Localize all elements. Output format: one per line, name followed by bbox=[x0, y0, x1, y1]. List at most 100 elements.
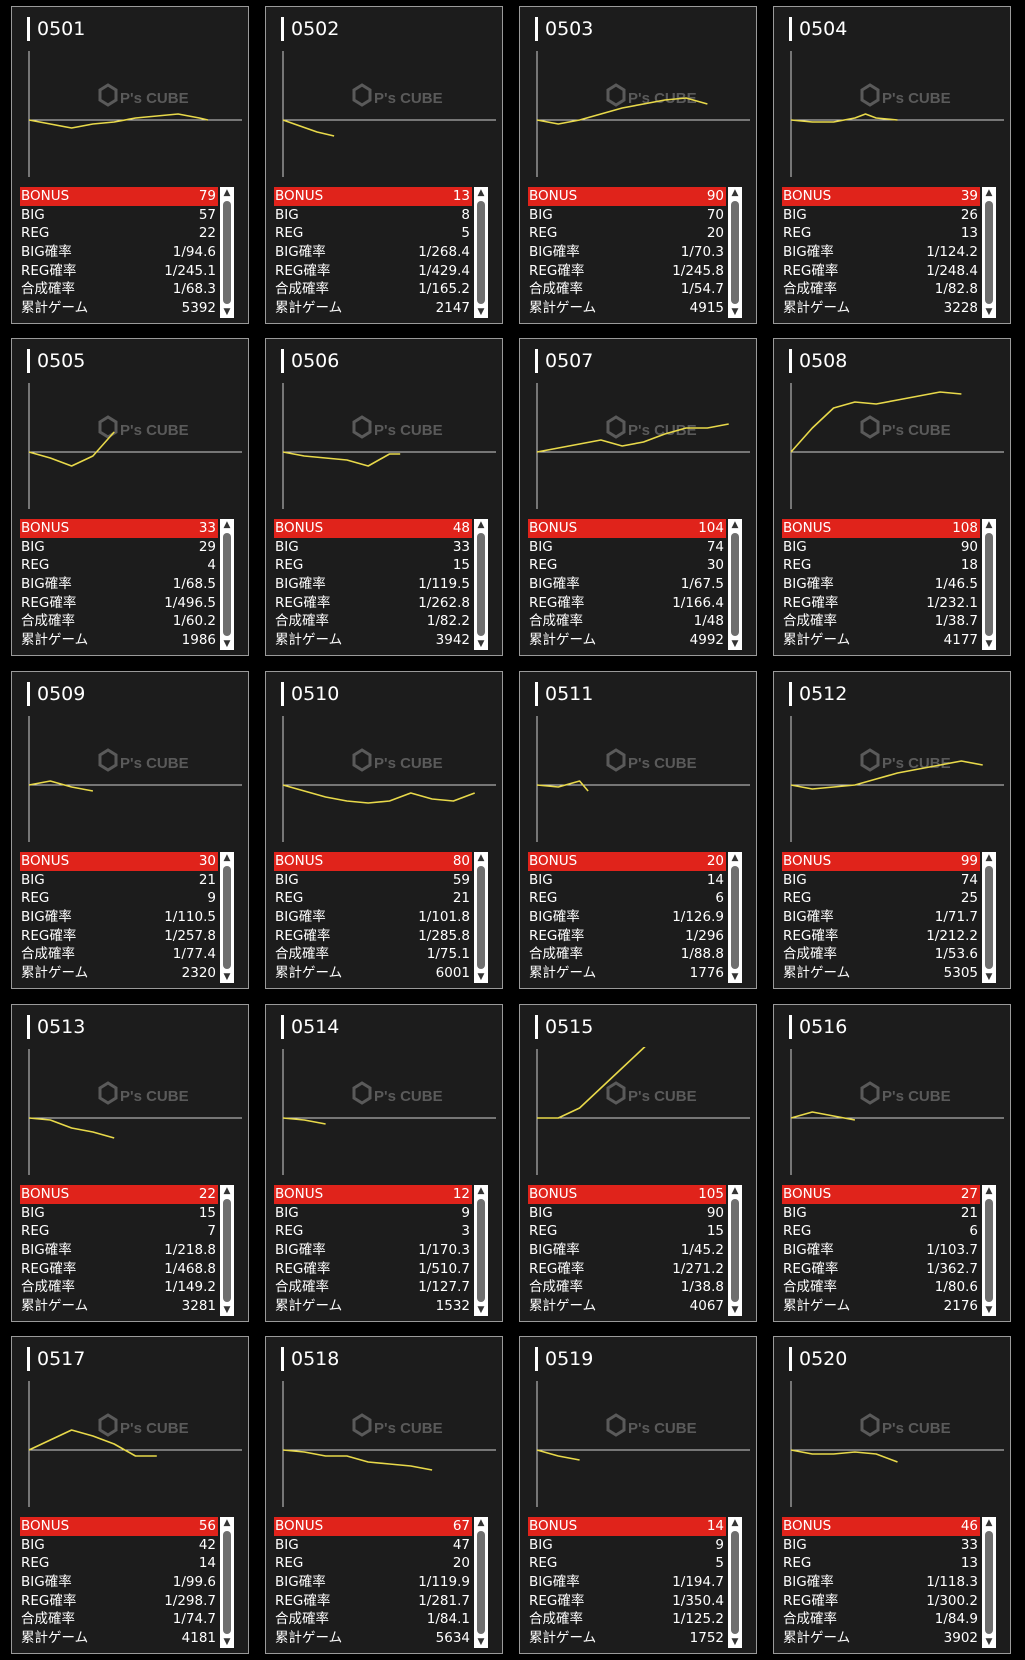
machine-card[interactable]: 0520 P's CUBE BONUS 46 BIG 33 REG 13 BIG確率 1/118.… bbox=[773, 1336, 1011, 1654]
triangle-up-icon[interactable]: ▲ bbox=[477, 1518, 485, 1528]
machine-card[interactable]: 0518 P's CUBE BONUS 67 BIG 47 REG 20 BIG確率 1/119.… bbox=[265, 1336, 503, 1654]
triangle-down-icon[interactable]: ▼ bbox=[985, 1637, 993, 1647]
triangle-down-icon[interactable]: ▼ bbox=[985, 1305, 993, 1315]
scroll-thumb[interactable] bbox=[477, 1531, 485, 1634]
scroll-thumb[interactable] bbox=[477, 201, 485, 304]
stats-scrollbar[interactable]: ▲ ▼ bbox=[220, 187, 234, 318]
machine-card[interactable]: 0511 P's CUBE BONUS 20 BIG 14 REG 6 BIG確率 1/126.9… bbox=[519, 671, 757, 989]
triangle-up-icon[interactable]: ▲ bbox=[477, 1186, 485, 1196]
triangle-up-icon[interactable]: ▲ bbox=[985, 520, 993, 530]
triangle-up-icon[interactable]: ▲ bbox=[477, 520, 485, 530]
machine-card[interactable]: 0513 P's CUBE BONUS 22 BIG 15 REG 7 BIG確率 1/218.8… bbox=[11, 1004, 249, 1322]
stats-scrollbar[interactable]: ▲ ▼ bbox=[728, 1185, 742, 1316]
triangle-up-icon[interactable]: ▲ bbox=[477, 188, 485, 198]
scroll-thumb[interactable] bbox=[477, 533, 485, 636]
scroll-thumb[interactable] bbox=[477, 866, 485, 969]
stats-scrollbar[interactable]: ▲ ▼ bbox=[474, 1185, 488, 1316]
triangle-down-icon[interactable]: ▼ bbox=[477, 972, 485, 982]
triangle-down-icon[interactable]: ▼ bbox=[223, 307, 231, 317]
scroll-thumb[interactable] bbox=[985, 1199, 993, 1302]
stats-scrollbar[interactable]: ▲ ▼ bbox=[474, 519, 488, 650]
scroll-thumb[interactable] bbox=[731, 866, 739, 969]
scroll-thumb[interactable] bbox=[985, 201, 993, 304]
machine-card[interactable]: 0515 P's CUBE BONUS 105 BIG 90 REG 15 BIG確率 1/45.… bbox=[519, 1004, 757, 1322]
triangle-down-icon[interactable]: ▼ bbox=[477, 307, 485, 317]
machine-card[interactable]: 0508 P's CUBE BONUS 108 BIG 90 REG 18 BIG確率 1/46.… bbox=[773, 338, 1011, 656]
scroll-thumb[interactable] bbox=[985, 1531, 993, 1634]
stats-scrollbar[interactable]: ▲ ▼ bbox=[982, 187, 996, 318]
machine-card[interactable]: 0507 P's CUBE BONUS 104 BIG 74 REG 30 BIG確率 1/67.… bbox=[519, 338, 757, 656]
machine-card[interactable]: 0503 P's CUBE BONUS 90 BIG 70 REG 20 BIG確率 1/70.3… bbox=[519, 6, 757, 324]
triangle-down-icon[interactable]: ▼ bbox=[731, 972, 739, 982]
stats-scrollbar[interactable]: ▲ ▼ bbox=[728, 187, 742, 318]
triangle-up-icon[interactable]: ▲ bbox=[985, 188, 993, 198]
machine-card[interactable]: 0516 P's CUBE BONUS 27 BIG 21 REG 6 BIG確率 1/103.7… bbox=[773, 1004, 1011, 1322]
scroll-thumb[interactable] bbox=[223, 1531, 231, 1634]
machine-card[interactable]: 0505 P's CUBE BONUS 33 BIG 29 REG 4 BIG確率 1/68.5 R… bbox=[11, 338, 249, 656]
stats-scrollbar[interactable]: ▲ ▼ bbox=[220, 852, 234, 983]
triangle-down-icon[interactable]: ▼ bbox=[477, 639, 485, 649]
triangle-down-icon[interactable]: ▼ bbox=[223, 972, 231, 982]
stats-scrollbar[interactable]: ▲ ▼ bbox=[728, 1517, 742, 1648]
triangle-up-icon[interactable]: ▲ bbox=[985, 1518, 993, 1528]
scroll-thumb[interactable] bbox=[985, 866, 993, 969]
scroll-thumb[interactable] bbox=[731, 533, 739, 636]
scroll-thumb[interactable] bbox=[223, 201, 231, 304]
machine-card[interactable]: 0506 P's CUBE BONUS 48 BIG 33 REG 15 BIG確率 1/119.… bbox=[265, 338, 503, 656]
triangle-down-icon[interactable]: ▼ bbox=[731, 307, 739, 317]
scroll-thumb[interactable] bbox=[223, 1199, 231, 1302]
machine-card[interactable]: 0514 P's CUBE BONUS 12 BIG 9 REG 3 BIG確率 1/170.3 R… bbox=[265, 1004, 503, 1322]
machine-card[interactable]: 0501 P's CUBE BONUS 79 BIG 57 REG 22 BIG確率 1/94.6… bbox=[11, 6, 249, 324]
scroll-thumb[interactable] bbox=[223, 866, 231, 969]
triangle-up-icon[interactable]: ▲ bbox=[985, 1186, 993, 1196]
triangle-down-icon[interactable]: ▼ bbox=[477, 1637, 485, 1647]
stats-scrollbar[interactable]: ▲ ▼ bbox=[474, 187, 488, 318]
triangle-up-icon[interactable]: ▲ bbox=[223, 1186, 231, 1196]
scroll-thumb[interactable] bbox=[985, 533, 993, 636]
stats-scrollbar[interactable]: ▲ ▼ bbox=[728, 852, 742, 983]
scroll-thumb[interactable] bbox=[223, 533, 231, 636]
triangle-up-icon[interactable]: ▲ bbox=[477, 853, 485, 863]
stats-scrollbar[interactable]: ▲ ▼ bbox=[982, 519, 996, 650]
triangle-up-icon[interactable]: ▲ bbox=[731, 1518, 739, 1528]
triangle-down-icon[interactable]: ▼ bbox=[731, 639, 739, 649]
triangle-down-icon[interactable]: ▼ bbox=[223, 639, 231, 649]
stats-scrollbar[interactable]: ▲ ▼ bbox=[220, 1517, 234, 1648]
triangle-down-icon[interactable]: ▼ bbox=[223, 1305, 231, 1315]
scroll-thumb[interactable] bbox=[731, 1199, 739, 1302]
triangle-up-icon[interactable]: ▲ bbox=[223, 1518, 231, 1528]
stats-scrollbar[interactable]: ▲ ▼ bbox=[474, 852, 488, 983]
stats-scrollbar[interactable]: ▲ ▼ bbox=[728, 519, 742, 650]
triangle-up-icon[interactable]: ▲ bbox=[223, 853, 231, 863]
triangle-down-icon[interactable]: ▼ bbox=[985, 972, 993, 982]
stats-scrollbar[interactable]: ▲ ▼ bbox=[474, 1517, 488, 1648]
stats-scrollbar[interactable]: ▲ ▼ bbox=[982, 1517, 996, 1648]
triangle-down-icon[interactable]: ▼ bbox=[477, 1305, 485, 1315]
triangle-down-icon[interactable]: ▼ bbox=[223, 1637, 231, 1647]
triangle-up-icon[interactable]: ▲ bbox=[223, 188, 231, 198]
triangle-down-icon[interactable]: ▼ bbox=[985, 307, 993, 317]
machine-card[interactable]: 0512 P's CUBE BONUS 99 BIG 74 REG 25 BIG確率 1/71.7… bbox=[773, 671, 1011, 989]
triangle-down-icon[interactable]: ▼ bbox=[731, 1305, 739, 1315]
stats-scrollbar[interactable]: ▲ ▼ bbox=[982, 852, 996, 983]
scroll-thumb[interactable] bbox=[731, 1531, 739, 1634]
machine-card[interactable]: 0517 P's CUBE BONUS 56 BIG 42 REG 14 BIG確率 1/99.6… bbox=[11, 1336, 249, 1654]
triangle-up-icon[interactable]: ▲ bbox=[731, 188, 739, 198]
machine-card[interactable]: 0509 P's CUBE BONUS 30 BIG 21 REG 9 BIG確率 1/110.5… bbox=[11, 671, 249, 989]
triangle-up-icon[interactable]: ▲ bbox=[731, 520, 739, 530]
scroll-thumb[interactable] bbox=[477, 1199, 485, 1302]
triangle-up-icon[interactable]: ▲ bbox=[731, 853, 739, 863]
triangle-down-icon[interactable]: ▼ bbox=[731, 1637, 739, 1647]
machine-card[interactable]: 0519 P's CUBE BONUS 14 BIG 9 REG 5 BIG確率 1/194.7 R… bbox=[519, 1336, 757, 1654]
scroll-thumb[interactable] bbox=[731, 201, 739, 304]
triangle-down-icon[interactable]: ▼ bbox=[985, 639, 993, 649]
machine-card[interactable]: 0502 P's CUBE BONUS 13 BIG 8 REG 5 BIG確率 1/268.4 R… bbox=[265, 6, 503, 324]
machine-card[interactable]: 0510 P's CUBE BONUS 80 BIG 59 REG 21 BIG確率 1/101.… bbox=[265, 671, 503, 989]
triangle-up-icon[interactable]: ▲ bbox=[223, 520, 231, 530]
machine-card[interactable]: 0504 P's CUBE BONUS 39 BIG 26 REG 13 BIG確率 1/124.… bbox=[773, 6, 1011, 324]
triangle-up-icon[interactable]: ▲ bbox=[985, 853, 993, 863]
triangle-up-icon[interactable]: ▲ bbox=[731, 1186, 739, 1196]
stats-scrollbar[interactable]: ▲ ▼ bbox=[220, 1185, 234, 1316]
stats-scrollbar[interactable]: ▲ ▼ bbox=[982, 1185, 996, 1316]
stats-scrollbar[interactable]: ▲ ▼ bbox=[220, 519, 234, 650]
